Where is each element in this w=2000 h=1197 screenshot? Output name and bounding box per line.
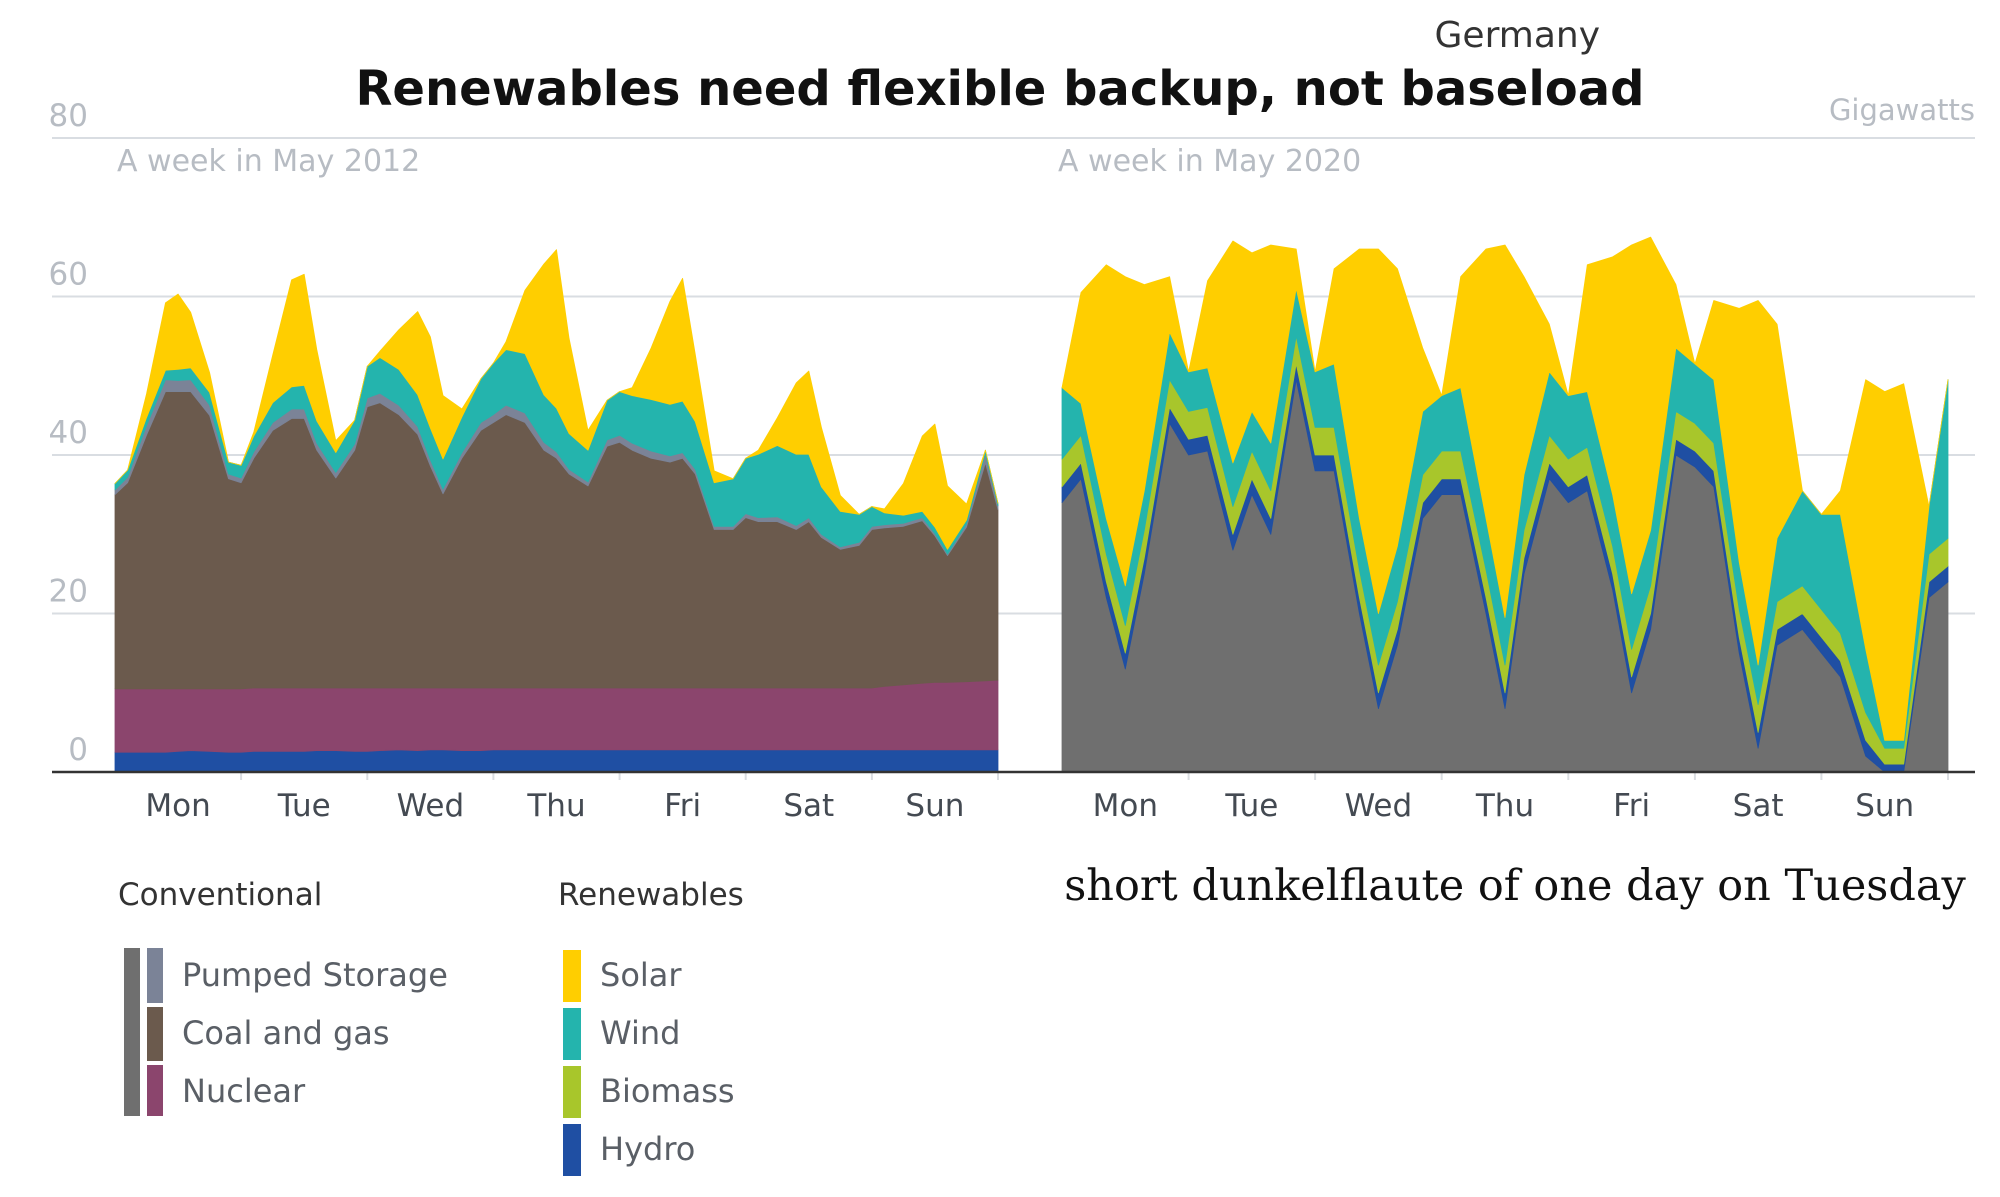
legend: Conventional Renewables Pumped Storage C…: [118, 877, 744, 1176]
x-tick-label-sat-2012: Sat: [783, 788, 834, 824]
y-tick-label-0: 0: [68, 732, 88, 768]
legend-swatch-solar: [563, 950, 581, 1002]
y-tick-label-40: 40: [49, 415, 88, 451]
x-tick-label-fri-2012: Fri: [664, 788, 701, 824]
panel-2020: [1061, 236, 1949, 773]
legend-label-nuclear: Nuclear: [182, 1072, 306, 1110]
area-hydro-2012: [114, 749, 999, 773]
annotation-dunkelflaute: short dunkelflaute of one day on Tuesday: [1064, 861, 1966, 911]
legend-label-hydro: Hydro: [600, 1130, 695, 1168]
area-solar-2012: [114, 249, 999, 550]
legend-conventional-title: Conventional: [118, 877, 322, 913]
y-tick-label-20: 20: [49, 574, 88, 610]
x-tick-label-wed-2012: Wed: [397, 788, 465, 824]
legend-label-pumped: Pumped Storage: [182, 956, 448, 994]
legend-conventional-bar: [124, 948, 140, 1116]
x-tick-label-mon-2012: Mon: [145, 788, 210, 824]
x-tick-label-sun-2012: Sun: [905, 788, 964, 824]
y-tick-label-60: 60: [49, 257, 88, 293]
x-tick-label-tue-2020: Tue: [1224, 788, 1278, 824]
area-nuclear-2012: [114, 679, 999, 753]
gridlines: 0 20 40 60 80: [49, 98, 1975, 768]
x-tick-label-sat-2020: Sat: [1733, 788, 1784, 824]
axes: Mon Tue Wed Thu Fri Sat Sun Mon Tue Wed Thu Fri Sat S…: [52, 770, 1975, 824]
legend-swatch-biomass: [563, 1066, 581, 1118]
legend-label-solar: Solar: [600, 956, 682, 994]
country-label: Germany: [1435, 15, 1600, 56]
subtitle-2012: A week in May 2012: [117, 144, 420, 179]
legend-label-biomass: Biomass: [600, 1072, 735, 1110]
chart-title: Renewables need flexible backup, not bas…: [355, 61, 1644, 117]
legend-swatch-coal: [147, 1007, 163, 1061]
panel-2012: [114, 249, 999, 773]
legend-swatch-pumped: [147, 948, 163, 1003]
x-tick-label-tue-2012: Tue: [277, 788, 331, 824]
subtitle-2020: A week in May 2020: [1058, 144, 1361, 179]
x-tick-label-fri-2020: Fri: [1613, 788, 1650, 824]
x-tick-label-thu-2012: Thu: [526, 788, 585, 824]
unit-label: Gigawatts: [1829, 93, 1975, 127]
x-tick-label-thu-2020: Thu: [1475, 788, 1534, 824]
x-tick-label-mon-2020: Mon: [1093, 788, 1158, 824]
x-tick-label-sun-2020: Sun: [1855, 788, 1914, 824]
area-solar-2020: [1061, 236, 1949, 741]
legend-renewables-title: Renewables: [558, 877, 744, 913]
x-tick-label-wed-2020: Wed: [1345, 788, 1413, 824]
legend-label-coal: Coal and gas: [182, 1014, 390, 1052]
legend-swatch-nuclear: [147, 1065, 163, 1116]
legend-label-wind: Wind: [600, 1014, 680, 1052]
legend-swatch-wind: [563, 1008, 581, 1060]
legend-swatch-hydro: [563, 1124, 581, 1176]
y-tick-label-80: 80: [49, 98, 88, 134]
